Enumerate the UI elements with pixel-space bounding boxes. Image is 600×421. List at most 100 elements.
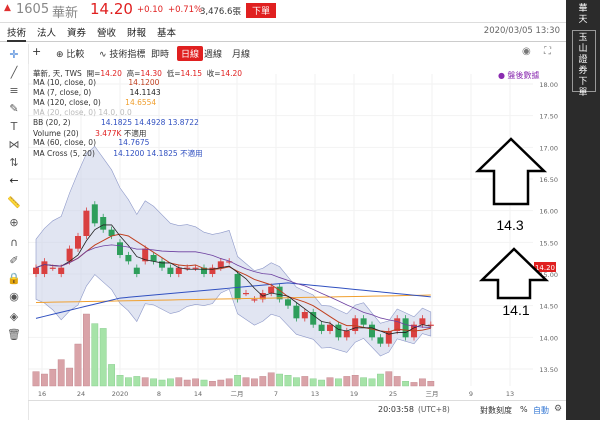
legend-close: 14.20 xyxy=(220,69,243,78)
parallel-lines-icon[interactable]: ≡ xyxy=(9,84,19,97)
volume-bar xyxy=(200,379,208,387)
volume-bar xyxy=(351,375,359,387)
time-tick-label: 25 xyxy=(389,390,397,398)
indicator-icon: ∿ xyxy=(99,50,107,60)
legend-ma120-label: MA (120, close, 0) xyxy=(33,98,101,107)
back-arrow-icon[interactable]: ← xyxy=(9,174,19,187)
tab-revenue[interactable]: 營收 xyxy=(97,28,117,39)
price-chart[interactable]: 18.00 17.50 17.00 16.50 16.00 15.50 15.00 14.50… xyxy=(28,64,566,400)
order-button[interactable]: 下單 xyxy=(246,3,277,18)
volume-bar xyxy=(309,378,317,387)
settings-gear-icon[interactable]: ⚙ xyxy=(554,404,563,414)
timezone: (UTC+8) xyxy=(418,405,450,414)
volume-bar xyxy=(402,381,409,387)
candle-body xyxy=(268,286,275,293)
fullscreen-icon[interactable]: ⛶ xyxy=(544,46,551,57)
daily-button[interactable]: 日線 xyxy=(177,46,204,61)
tab-margin[interactable]: 資券 xyxy=(67,28,87,39)
crosshair-icon[interactable]: + xyxy=(32,45,42,58)
time-tick-label: 三月 xyxy=(426,390,439,398)
pattern-icon[interactable]: ⋈ xyxy=(8,138,20,151)
divider xyxy=(0,22,566,23)
time-tick-label: 2020 xyxy=(112,390,129,398)
candle-body xyxy=(234,274,241,300)
intraday-button[interactable]: 即時 xyxy=(151,50,170,60)
time-tick-label: 13 xyxy=(506,390,514,398)
candle-body xyxy=(301,312,308,319)
price-change-pct: +0.71% xyxy=(168,5,203,15)
brush-icon[interactable]: ✎ xyxy=(9,102,19,115)
volume-bar xyxy=(343,376,351,387)
volume-bar xyxy=(335,378,342,387)
compare-button[interactable]: ⊕ 比較 xyxy=(56,47,84,60)
grid xyxy=(28,74,533,386)
legend-volume-na: 不適用 xyxy=(123,129,147,138)
lock-icon[interactable]: 🔒 xyxy=(7,272,21,285)
crosshair-tool-icon[interactable]: ✛ xyxy=(9,48,19,61)
candle-body xyxy=(91,204,98,224)
weekly-button[interactable]: 週線 xyxy=(204,50,223,60)
camera-icon[interactable]: ◉ xyxy=(522,46,531,57)
eye-icon[interactable]: ◉ xyxy=(9,290,19,303)
bollinger-band xyxy=(35,145,432,357)
candle-body xyxy=(293,305,300,319)
time-tick-label: 9 xyxy=(469,390,473,398)
tab-institutional[interactable]: 法人 xyxy=(37,28,57,39)
volume-bar xyxy=(40,373,48,387)
log-scale-toggle[interactable]: 對數刻度 xyxy=(480,406,512,415)
clock-time: 20:03:58 xyxy=(378,405,414,414)
volume-bar xyxy=(116,375,124,387)
ma60-line xyxy=(35,282,431,319)
datetime: 2020/03/05 13:30 xyxy=(483,26,560,36)
candle-body xyxy=(184,267,191,269)
layers-icon[interactable]: ◈ xyxy=(9,310,19,323)
side-panel-box[interactable]: 玉山證券下單 xyxy=(572,30,596,98)
lock-draw-icon[interactable]: ✐ xyxy=(9,254,19,267)
volume-bar xyxy=(242,377,250,387)
stock-code: 1605 xyxy=(16,2,50,17)
legend-open-label: 開= xyxy=(86,69,101,78)
price-tick-label: 16.00 xyxy=(539,208,558,216)
legend-close-label: 收= xyxy=(206,69,221,78)
after-hours-label: ● 盤後數據 xyxy=(498,71,540,80)
legend-bb-3: 13.8722 xyxy=(167,118,199,127)
auto-scale-toggle[interactable]: 自動 xyxy=(533,406,549,415)
zoom-in-icon[interactable]: ⊕ xyxy=(9,216,19,229)
tab-fundamentals[interactable]: 基本 xyxy=(157,28,177,39)
time-tick-label: 13 xyxy=(311,390,319,398)
candle-body xyxy=(201,267,207,274)
trend-line-icon[interactable]: ╱ xyxy=(10,66,18,79)
ruler-icon[interactable]: 📏 xyxy=(7,196,21,209)
candle-body xyxy=(142,248,149,262)
candle-body xyxy=(41,261,48,274)
candle-body xyxy=(327,324,333,331)
volume-bar xyxy=(368,378,376,387)
time-tick-label: 24 xyxy=(77,390,85,398)
trash-icon[interactable]: 🗑 xyxy=(7,328,21,341)
candle-body xyxy=(66,248,73,262)
price-tick-label: 14.00 xyxy=(539,334,558,342)
legend-ma60-label: MA (60, close, 0) xyxy=(33,138,97,147)
drawing-toolbar: ✛ ╱ ≡ ✎ T ⋈ ⇅ ← 📏 ⊕ ∩ ✐ 🔒 ◉ ◈ 🗑 xyxy=(0,44,29,420)
monthly-button[interactable]: 月線 xyxy=(232,50,251,60)
measure-icon[interactable]: ⇅ xyxy=(9,156,19,169)
price-axis: 18.00 17.50 17.00 16.50 16.00 15.50 15.00 14.50… xyxy=(539,81,558,374)
candle-body xyxy=(226,261,233,263)
percent-toggle[interactable]: % xyxy=(520,405,528,414)
time-tick-label: 16 xyxy=(38,390,46,398)
text-tool-icon[interactable]: T xyxy=(10,120,18,133)
magnet-icon[interactable]: ∩ xyxy=(9,236,19,249)
legend-cross-1: 14.1200 xyxy=(113,149,145,158)
indicators-button[interactable]: ∿ 技術指標 xyxy=(99,47,145,60)
tab-technical[interactable]: 技術 xyxy=(7,25,27,42)
volume-bar xyxy=(150,378,158,387)
price-tick-label: 16.50 xyxy=(539,176,558,184)
volume-bar xyxy=(49,369,57,387)
quote-header: ▲ 1605 華新 14.20 +0.10 +0.71% 3,476.6張 下單 xyxy=(0,0,600,22)
tab-bar: 技術 法人 資券 營收 財報 基本 2020/03/05 13:30 xyxy=(0,23,566,42)
tab-financials[interactable]: 財報 xyxy=(127,28,147,39)
side-panel-top[interactable]: 華天 xyxy=(578,4,588,25)
legend-ma120: 14.6554 xyxy=(125,98,157,107)
candle-body xyxy=(427,324,434,326)
candle-body xyxy=(33,267,39,274)
